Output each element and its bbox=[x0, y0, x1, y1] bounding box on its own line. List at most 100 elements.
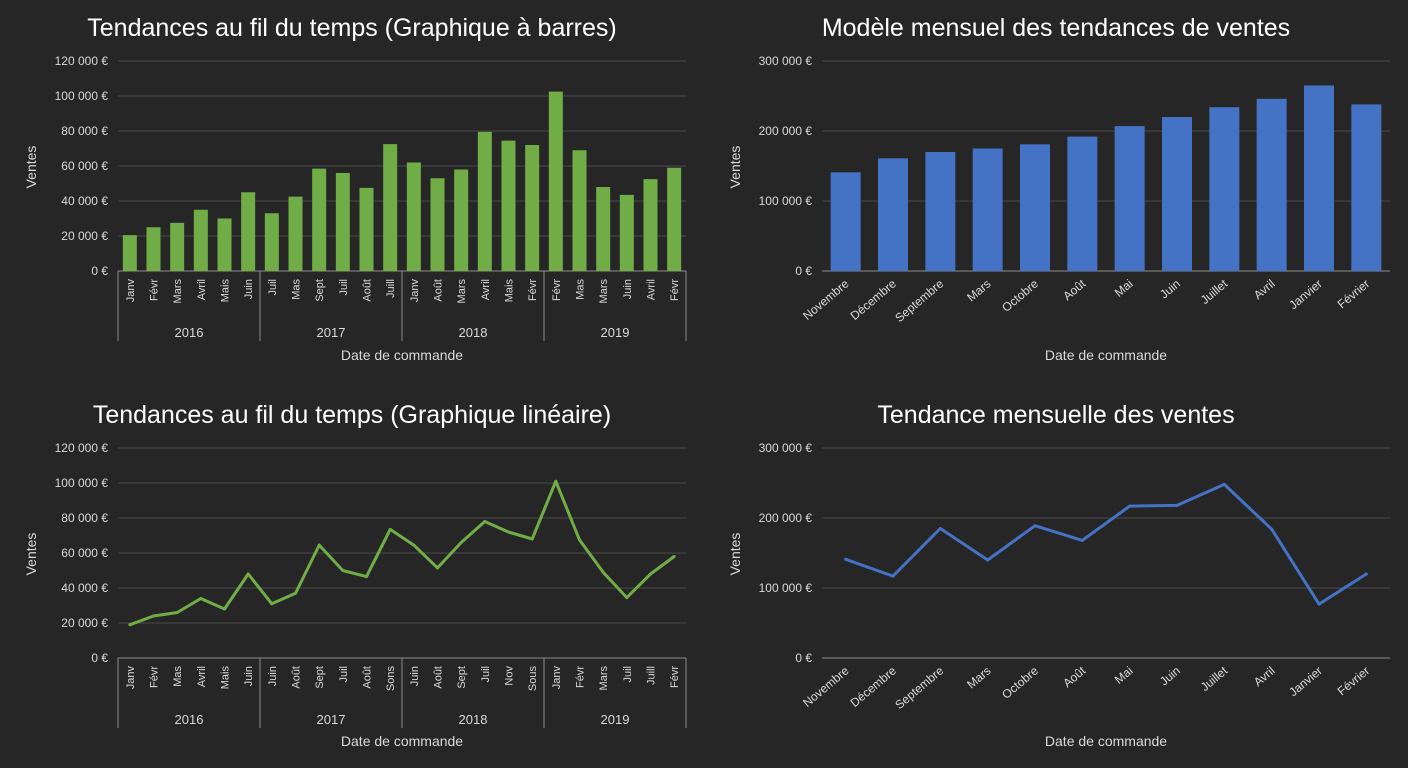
bar bbox=[1162, 117, 1192, 271]
data-point bbox=[436, 566, 439, 570]
bar bbox=[925, 152, 956, 271]
x-tick-label: Mars bbox=[598, 279, 610, 304]
data-point bbox=[578, 538, 581, 542]
x-tick-label: Juin bbox=[1157, 277, 1183, 302]
bar bbox=[1256, 98, 1287, 271]
x-tick-label: Novembre bbox=[800, 276, 852, 323]
x-tick-label: Févr bbox=[149, 666, 161, 688]
bar bbox=[170, 222, 185, 271]
x-tick-label: Juillet bbox=[1198, 663, 1231, 694]
chart-line-monthly-trend: Tendance mensuelle des ventes Ventes Dat… bbox=[727, 401, 1390, 749]
data-point bbox=[317, 543, 321, 547]
x-tick-label: Mas bbox=[291, 279, 303, 300]
bar bbox=[1067, 136, 1098, 271]
series-line bbox=[129, 479, 676, 627]
bar bbox=[1114, 126, 1145, 271]
y-tick-label: 80 000 € bbox=[61, 511, 108, 525]
chart-bar-monthly-pattern: Modèle mensuel des tendances de ventes V… bbox=[727, 14, 1390, 363]
year-label: 2018 bbox=[459, 712, 488, 727]
x-tick-label: Juin bbox=[267, 666, 279, 686]
x-tick-label: Mars bbox=[964, 664, 993, 692]
year-label: 2017 bbox=[317, 325, 346, 340]
year-label: 2016 bbox=[175, 712, 204, 727]
bar bbox=[383, 144, 398, 271]
plot-area: 300 000 € 200 000 € 100 000 € 0 €NovembreDé… bbox=[759, 441, 1390, 712]
y-tick-label: 0 € bbox=[91, 651, 108, 665]
bar bbox=[264, 213, 279, 271]
data-point bbox=[365, 575, 368, 579]
x-tick-label: Juin bbox=[409, 666, 421, 686]
data-point bbox=[554, 479, 558, 483]
x-tick-label: Mais bbox=[220, 279, 232, 303]
x-tick-label: Janvier bbox=[1286, 277, 1325, 313]
data-point bbox=[1033, 524, 1037, 528]
bar bbox=[477, 131, 492, 271]
data-point bbox=[938, 527, 942, 530]
year-label: 2016 bbox=[175, 325, 204, 340]
x-tick-label: Août bbox=[291, 666, 303, 689]
data-point bbox=[294, 591, 297, 595]
y-tick-label: 300 000 € bbox=[759, 54, 813, 68]
x-tick-label: Mai bbox=[1112, 277, 1136, 300]
chart-line-trends-over-time: Tendances au fil du temps (Graphique lin… bbox=[23, 401, 687, 749]
bar bbox=[288, 196, 303, 271]
y-axis-label: Ventes bbox=[727, 146, 743, 189]
bar bbox=[241, 192, 256, 271]
data-point bbox=[507, 530, 510, 534]
bar bbox=[525, 145, 540, 271]
x-tick-label: Janvier bbox=[1286, 664, 1325, 700]
plot-area: 120 000 € 100 000 € 80 000 € 60 000 € 40 000… bbox=[55, 441, 687, 728]
x-tick-label: Févr bbox=[575, 666, 587, 688]
y-tick-label: 120 000 € bbox=[55, 54, 109, 68]
data-point bbox=[1317, 602, 1321, 606]
x-tick-label: Févr bbox=[669, 666, 681, 688]
y-tick-label: 200 000 € bbox=[759, 124, 813, 138]
bar bbox=[619, 194, 634, 271]
x-tick-label: Avril bbox=[1251, 277, 1278, 303]
x-tick-label: Sons bbox=[385, 666, 397, 692]
x-tick-label: Juin bbox=[622, 279, 634, 299]
data-point bbox=[1270, 527, 1274, 531]
y-tick-label: 40 000 € bbox=[61, 194, 108, 208]
data-point bbox=[175, 611, 179, 614]
x-tick-label: Juin bbox=[1157, 664, 1183, 689]
chart-title: Tendances au fil du temps (Graphique lin… bbox=[93, 401, 611, 429]
data-point bbox=[483, 520, 487, 523]
y-tick-label: 20 000 € bbox=[61, 229, 108, 243]
bar bbox=[667, 167, 682, 271]
x-tick-label: Juil bbox=[338, 666, 350, 683]
x-tick-label: Janv bbox=[125, 666, 137, 690]
bar bbox=[430, 178, 445, 271]
y-tick-label: 100 000 € bbox=[759, 581, 813, 595]
y-tick-label: 60 000 € bbox=[61, 546, 108, 560]
y-tick-label: 0 € bbox=[91, 264, 108, 278]
data-point bbox=[1222, 482, 1226, 486]
x-tick-label: Août bbox=[362, 279, 374, 302]
x-tick-label: Janv bbox=[551, 666, 563, 690]
bar bbox=[548, 91, 563, 271]
data-point bbox=[152, 614, 155, 618]
y-axis-label: Ventes bbox=[23, 146, 39, 189]
y-tick-label: 100 000 € bbox=[55, 476, 109, 490]
data-point bbox=[1128, 504, 1132, 508]
x-tick-label: Septembre bbox=[892, 276, 946, 325]
x-axis-label: Date de commande bbox=[1045, 733, 1167, 749]
x-tick-label: Mars bbox=[598, 666, 610, 691]
chart-bar-trends-over-time: Tendances au fil du temps (Graphique à b… bbox=[23, 14, 687, 363]
x-tick-label: Novembre bbox=[800, 663, 852, 710]
x-tick-label: Octobre bbox=[999, 276, 1041, 314]
x-tick-label: Sept bbox=[314, 666, 326, 689]
x-tick-label: Avril bbox=[1251, 664, 1278, 690]
x-tick-label: Février bbox=[1335, 277, 1373, 312]
x-tick-label: Juin bbox=[243, 279, 255, 299]
data-point bbox=[246, 572, 250, 576]
x-tick-label: Mas bbox=[575, 279, 587, 300]
x-tick-label: Juillet bbox=[1198, 276, 1231, 307]
bar bbox=[122, 235, 137, 271]
chart-title: Tendances au fil du temps (Graphique à b… bbox=[87, 14, 616, 42]
data-point bbox=[986, 558, 990, 562]
data-point bbox=[199, 597, 203, 600]
data-point bbox=[672, 555, 676, 558]
x-tick-label: Mars bbox=[964, 277, 993, 305]
